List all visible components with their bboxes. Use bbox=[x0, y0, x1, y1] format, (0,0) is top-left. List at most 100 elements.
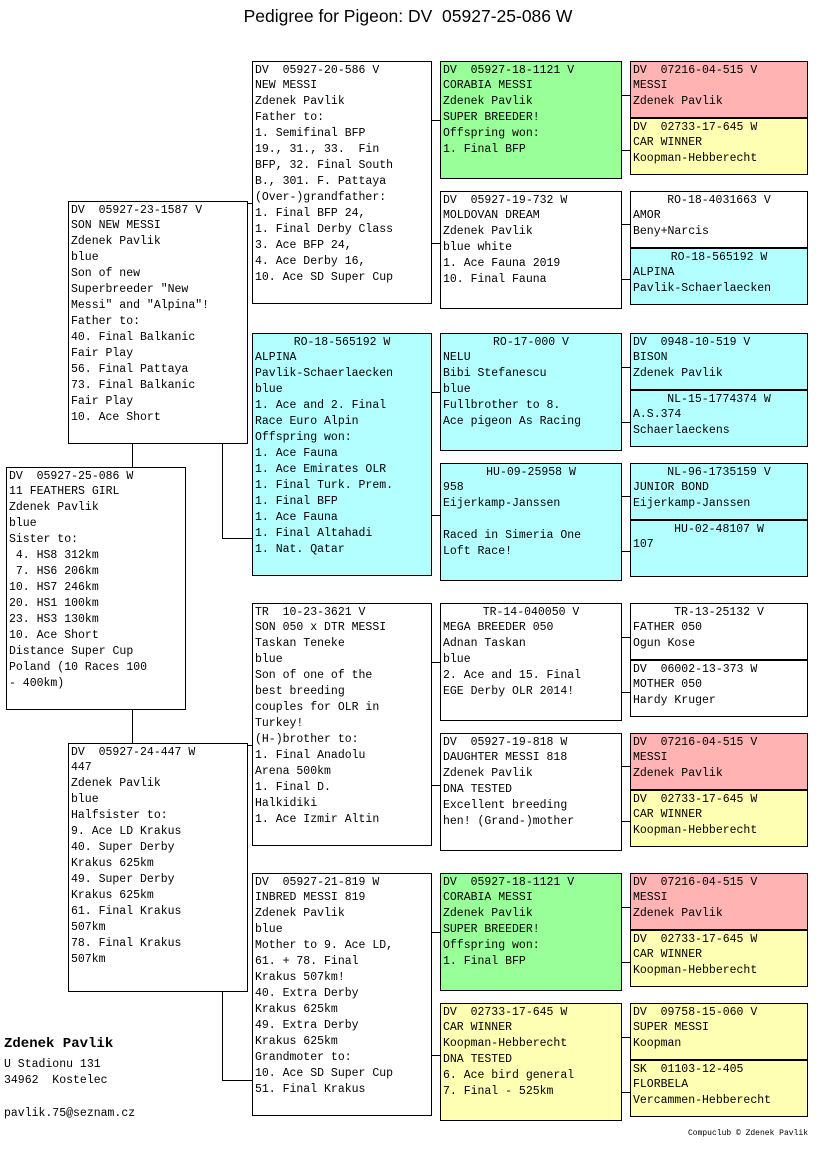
ring-number: DV 07216-04-515 V bbox=[633, 876, 758, 889]
pigeon-details: AMOR Beny+Narcis bbox=[633, 209, 709, 238]
pedigree-box-gen4-10[interactable]: DV 06002-13-373 W MOTHER 050 Hardy Kruge… bbox=[630, 660, 808, 717]
ring-number: DV 0948-10-519 V bbox=[633, 336, 751, 349]
pedigree-box-gen3-6[interactable]: DV 05927-19-818 W DAUGHTER MESSI 818 Zde… bbox=[440, 733, 622, 851]
pedigree-box-gen4-16[interactable]: SK 01103-12-405 FLORBELA Vercammen-Hebbe… bbox=[630, 1060, 808, 1117]
ring-number: TR-13-25132 V bbox=[674, 606, 764, 619]
pigeon-details: SUPER MESSI Koopman bbox=[633, 1021, 709, 1050]
pigeon-details: FATHER 050 Ogun Kose bbox=[633, 621, 703, 650]
connector-g3d-top bbox=[618, 496, 630, 497]
pigeon-details: DAUGHTER MESSI 818 Zdenek Pavlik DNA TES… bbox=[443, 751, 575, 828]
pedigree-box-gen3-8[interactable]: DV 02733-17-645 W CAR WINNER Koopman-Heb… bbox=[440, 1003, 622, 1121]
pedigree-box-gen4-9[interactable]: TR-13-25132 V FATHER 050 Ogun Kose bbox=[630, 603, 808, 660]
pedigree-box-gen4-14[interactable]: DV 02733-17-645 W CAR WINNER Koopman-Heb… bbox=[630, 930, 808, 987]
ring-number: DV 02733-17-645 W bbox=[633, 121, 758, 134]
connector-g3e-bot bbox=[618, 692, 630, 693]
ring-number: RO-18-565192 W bbox=[293, 336, 391, 349]
connector-g2d-bot bbox=[430, 1055, 440, 1056]
pigeon-details: 958 Eijerkamp-Janssen Raced in Simeria O… bbox=[443, 481, 582, 558]
ring-number: HU-02-48107 W bbox=[674, 523, 764, 536]
connector-g3c-bot bbox=[618, 422, 630, 423]
ring-number: NL-96-1735159 V bbox=[667, 466, 771, 479]
owner-street: U Stadionu 131 bbox=[4, 1058, 101, 1071]
pedigree-box-gen2-2[interactable]: RO-18-565192 W ALPINA Pavlik-Schaerlaeck… bbox=[252, 333, 432, 576]
ring-number: RO-18-565192 W bbox=[670, 251, 768, 264]
ring-number: DV 05927-23-1587 V bbox=[71, 204, 203, 217]
ring-number: DV 05927-18-1121 V bbox=[443, 64, 575, 77]
connector-g3g-top bbox=[618, 907, 630, 908]
pedigree-box-gen4-2[interactable]: DV 02733-17-645 W CAR WINNER Koopman-Heb… bbox=[630, 118, 808, 175]
ring-number: TR 10-23-3621 V bbox=[255, 606, 366, 619]
connector-g3b-bot bbox=[618, 279, 630, 280]
ring-number: RO-18-4031663 V bbox=[667, 194, 771, 207]
connector-g2b-top bbox=[430, 392, 440, 393]
pedigree-box-gen4-6[interactable]: NL-15-1774374 W A.S.374 Schaerlaeckens bbox=[630, 390, 808, 447]
connector-g3g-bot bbox=[618, 962, 630, 963]
connector-g3h-top bbox=[618, 1037, 630, 1038]
pedigree-box-gen4-1[interactable]: DV 07216-04-515 V MESSI Zdenek Pavlik bbox=[630, 61, 808, 118]
connector-g2b-bot bbox=[430, 515, 440, 516]
ring-number: DV 05927-25-086 W bbox=[9, 470, 134, 483]
page-title: Pedigree for Pigeon: DV 05927-25-086 W bbox=[243, 6, 573, 26]
connector-g2c-bot bbox=[430, 785, 440, 786]
pedigree-box-gen3-1[interactable]: DV 05927-18-1121 V CORABIA MESSI Zdenek … bbox=[440, 61, 622, 179]
connector-g3c-top bbox=[618, 367, 630, 368]
ring-number: DV 05927-24-447 W bbox=[71, 746, 196, 759]
ring-number: NL-15-1774374 W bbox=[667, 393, 771, 406]
ring-number: DV 07216-04-515 V bbox=[633, 736, 758, 749]
pigeon-details: CORABIA MESSI Zdenek Pavlik SUPER BREEDE… bbox=[443, 79, 540, 156]
pigeon-details: MESSI Zdenek Pavlik bbox=[633, 751, 723, 780]
footer-credit: Compuclub © Zdenek Pavlik bbox=[687, 1129, 808, 1138]
pedigree-box-gen3-3[interactable]: RO-17-000 V NELU Bibi Stefanescu blue Fu… bbox=[440, 333, 622, 451]
pedigree-box-gen2-1[interactable]: DV 05927-20-586 V NEW MESSI Zdenek Pavli… bbox=[252, 61, 432, 304]
pedigree-box-gen2-3[interactable]: TR 10-23-3621 V SON 050 x DTR MESSI Task… bbox=[252, 603, 432, 846]
pigeon-details: A.S.374 Schaerlaeckens bbox=[633, 408, 730, 437]
connector-sire-to-g2b bbox=[222, 538, 252, 539]
pigeon-details: BISON Zdenek Pavlik bbox=[633, 351, 723, 380]
ring-number: SK 01103-12-405 bbox=[633, 1063, 744, 1076]
ring-number: DV 09758-15-060 V bbox=[633, 1006, 758, 1019]
pigeon-details: ALPINA Pavlik-Schaerlaecken blue 1. Ace … bbox=[255, 351, 394, 556]
pigeon-details: MEGA BREEDER 050 Adnan Taskan blue 2. Ac… bbox=[443, 621, 582, 698]
pedigree-box-gen3-2[interactable]: DV 05927-19-732 W MOLDOVAN DREAM Zdenek … bbox=[440, 191, 622, 309]
ring-number: HU-09-25958 W bbox=[486, 466, 576, 479]
connector-g3f-bot bbox=[618, 821, 630, 822]
connector-g3e-top bbox=[618, 637, 630, 638]
ring-number: TR-14-040050 V bbox=[482, 606, 580, 619]
connector-subject-up bbox=[132, 443, 133, 470]
pedigree-box-gen4-12[interactable]: DV 02733-17-645 W CAR WINNER Koopman-Heb… bbox=[630, 790, 808, 847]
connector-g3a-bot bbox=[618, 150, 630, 151]
ring-number: RO-17-000 V bbox=[493, 336, 569, 349]
connector-g2d-top bbox=[430, 932, 440, 933]
pedigree-box-gen4-15[interactable]: DV 09758-15-060 V SUPER MESSI Koopman bbox=[630, 1003, 808, 1060]
owner-email[interactable]: pavlik.75@seznam.cz bbox=[4, 1107, 136, 1120]
pedigree-box-gen3-5[interactable]: TR-14-040050 V MEGA BREEDER 050 Adnan Ta… bbox=[440, 603, 622, 721]
pedigree-box-gen4-3[interactable]: RO-18-4031663 V AMOR Beny+Narcis bbox=[630, 191, 808, 248]
pedigree-box-gen4-11[interactable]: DV 07216-04-515 V MESSI Zdenek Pavlik bbox=[630, 733, 808, 790]
pedigree-box-sire[interactable]: DV 05927-23-1587 V SON NEW MESSI Zdenek … bbox=[68, 201, 248, 444]
pigeon-details: MESSI Zdenek Pavlik bbox=[633, 891, 723, 920]
pedigree-box-dam[interactable]: DV 05927-24-447 W 447 Zdenek Pavlik blue… bbox=[68, 743, 248, 992]
pedigree-box-gen2-4[interactable]: DV 05927-21-819 W INBRED MESSI 819 Zdene… bbox=[252, 873, 432, 1116]
pigeon-details: MOTHER 050 Hardy Kruger bbox=[633, 678, 716, 707]
pedigree-box-subject[interactable]: DV 05927-25-086 W 11 FEATHERS GIRL Zdene… bbox=[6, 467, 186, 710]
connector-g3h-bot bbox=[618, 1092, 630, 1093]
connector-g2a-top bbox=[430, 120, 440, 121]
pigeon-details: INBRED MESSI 819 Zdenek Pavlik blue Moth… bbox=[255, 891, 394, 1096]
ring-number: DV 02733-17-645 W bbox=[443, 1006, 568, 1019]
connector-g2a-bot bbox=[430, 243, 440, 244]
pedigree-box-gen4-7[interactable]: NL-96-1735159 V JUNIOR BOND Eijerkamp-Ja… bbox=[630, 463, 808, 520]
pedigree-box-gen4-13[interactable]: DV 07216-04-515 V MESSI Zdenek Pavlik bbox=[630, 873, 808, 930]
pedigree-box-gen3-4[interactable]: HU-09-25958 W 958 Eijerkamp-Janssen Race… bbox=[440, 463, 622, 581]
pedigree-box-gen4-5[interactable]: DV 0948-10-519 V BISON Zdenek Pavlik bbox=[630, 333, 808, 390]
pedigree-box-gen4-4[interactable]: RO-18-565192 W ALPINA Pavlik-Schaerlaeck… bbox=[630, 248, 808, 305]
pigeon-details: CAR WINNER Koopman-Hebberecht bbox=[633, 808, 758, 837]
connector-g3a-top bbox=[618, 95, 630, 96]
ring-number: DV 05927-20-586 V bbox=[255, 64, 380, 77]
pigeon-details: 107 bbox=[633, 538, 654, 551]
pedigree-box-gen3-7[interactable]: DV 05927-18-1121 V CORABIA MESSI Zdenek … bbox=[440, 873, 622, 991]
pigeon-details: NELU Bibi Stefanescu blue Fullbrother to… bbox=[443, 351, 582, 428]
pigeon-details: CORABIA MESSI Zdenek Pavlik SUPER BREEDE… bbox=[443, 891, 540, 968]
pedigree-box-gen4-8[interactable]: HU-02-48107 W 107 bbox=[630, 520, 808, 577]
connector-g3b-top bbox=[618, 224, 630, 225]
pigeon-details: CAR WINNER Koopman-Hebberecht bbox=[633, 136, 758, 165]
